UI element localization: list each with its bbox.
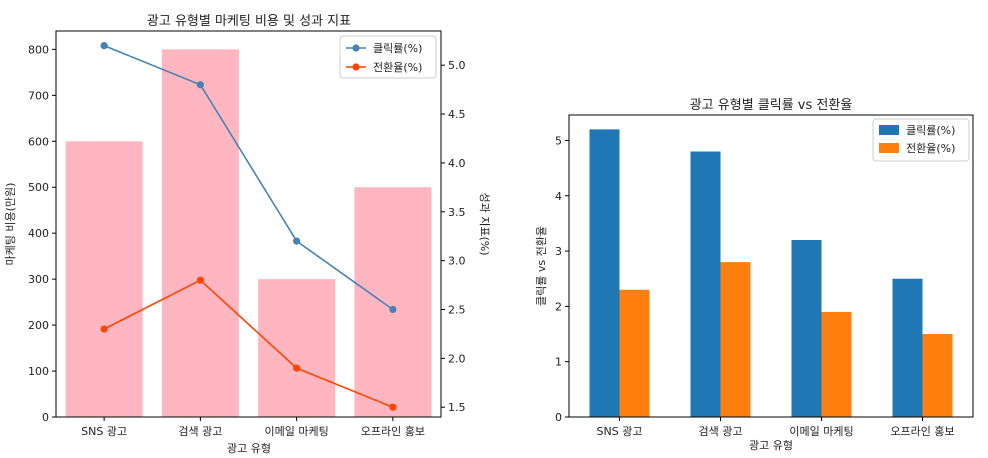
series-point [100,42,108,50]
y-right-tick-label: 1.5 [448,401,466,414]
y-tick-label: 1 [555,356,562,369]
x-tick-label: 검색 광고 [699,425,743,438]
legend-marker [352,63,360,71]
y-right-tick-label: 5.0 [448,59,466,72]
legend-label: 전환율(%) [373,61,422,74]
y-right-tick-label: 3.0 [448,255,466,268]
cost-bar [354,187,432,417]
series-point [293,237,301,245]
chart1-ylabel-right: 성과 지표(%) [478,192,491,255]
legend-marker [352,44,360,52]
y-right-tick-label: 4.0 [448,157,466,170]
cost-bar [65,141,143,418]
y-tick-label: 700 [28,89,49,102]
chart2-title: 광고 유형별 클릭률 vs 전환율 [690,98,853,113]
series-bar [892,278,923,417]
y-tick-label: 100 [28,365,49,378]
series-bar [720,262,751,417]
y-tick-label: 800 [28,43,49,56]
y-tick-label: 0 [555,411,562,424]
legend-swatch [879,125,899,135]
x-tick-label: 오프라인 홍보 [361,424,425,438]
x-tick-label: 검색 광고 [178,425,222,438]
series-line [103,279,394,408]
chart2-xlabel: 광고 유형 [749,439,793,452]
y-tick-label: 200 [28,319,49,332]
series-bar [619,289,650,417]
y-tick-label: 4 [555,190,562,203]
chart2-legend: 클릭률(%) 전환율(%) [872,118,970,162]
chart2-ylabel: 클릭률 vs 전환율 [535,226,548,306]
y-tick-label: 500 [28,181,49,194]
cost-bar [161,49,239,417]
series-line [103,44,394,311]
chart-click-vs-conversion: 광고 유형별 클릭률 vs 전환율 SNS 광고 검색 광고 이메일 마케팅 오프라인… [535,98,974,452]
chart2-plot-frame [568,114,974,418]
y-tick-label: 3 [555,245,562,258]
x-tick-label: 오프라인 홍보 [890,424,954,438]
chart1-xlabel: 광고 유형 [227,442,271,455]
y-right-tick-label: 2.0 [448,352,466,365]
series-point [100,325,108,333]
x-tick-label: SNS 광고 [81,425,127,438]
legend-label: 클릭률(%) [373,42,422,55]
series-point [389,305,397,314]
series-bar [690,151,721,417]
y-right-tick-label: 4.5 [448,108,466,121]
x-tick-label: 이메일 마케팅 [265,424,329,438]
legend-label: 전환율(%) [906,142,955,155]
chart1-title: 광고 유형별 마케팅 비용 및 성과 지표 [147,14,351,29]
y-tick-label: 0 [42,411,49,424]
y-tick-label: 400 [28,227,49,240]
y-tick-label: 300 [28,273,49,286]
series-bar [821,311,852,417]
chart1-legend: 클릭률(%) 전환율(%) [339,35,437,79]
x-tick-label: 이메일 마케팅 [789,424,853,438]
chart-cost-performance: 광고 유형별 마케팅 비용 및 성과 지표 SNS 광고 검색 광고 이메일 마케팅… [4,14,491,455]
x-tick-label: SNS 광고 [597,425,643,438]
chart1-plot-frame [55,30,442,418]
cost-bar [258,279,336,417]
y-tick-label: 600 [28,135,49,148]
y-right-tick-label: 3.5 [448,206,466,219]
series-bar [791,240,822,417]
chart1-ylabel: 마케팅 비용(만원) [4,183,17,266]
series-bar [922,334,953,417]
legend-swatch [879,143,899,153]
series-point [293,364,301,372]
series-point [196,81,204,89]
series-bar [589,129,620,417]
series-point [196,276,204,284]
y-tick-label: 2 [555,300,562,313]
legend-label: 클릭률(%) [906,124,955,137]
series-point [389,403,397,411]
y-right-tick-label: 2.5 [448,304,466,317]
y-tick-label: 5 [555,134,562,147]
